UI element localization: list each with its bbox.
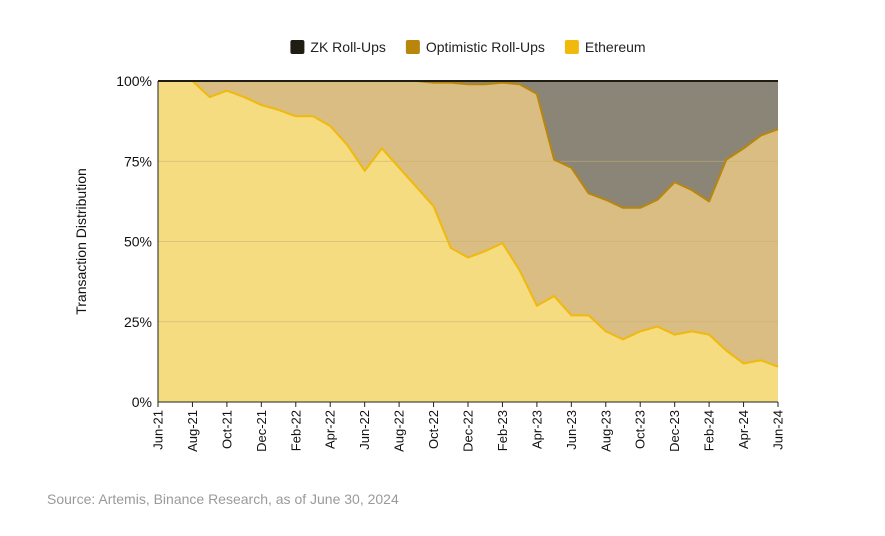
x-tick-label: Feb-24 — [702, 410, 717, 451]
y-tick-label: 25% — [124, 314, 152, 330]
y-tick-label: 100% — [116, 73, 152, 89]
x-tick-label: Aug-23 — [598, 410, 613, 452]
legend-swatch — [564, 40, 579, 54]
x-tick-label: Feb-22 — [288, 410, 303, 451]
x-tick-label: Jun-24 — [771, 410, 786, 450]
optimistic-roll-ups-area — [158, 81, 778, 367]
legend-label: ZK Roll-Ups — [310, 39, 385, 55]
x-tick-label: Jun-23 — [564, 410, 579, 450]
x-tick-label: Oct-21 — [219, 410, 234, 449]
x-tick-label: Apr-22 — [323, 410, 338, 449]
ethereum-line — [158, 80, 779, 368]
x-tick-label: Feb-23 — [495, 410, 510, 451]
x-tick-label: Dec-23 — [667, 410, 682, 452]
x-tick-label: Oct-22 — [426, 410, 441, 449]
y-tick-label: 0% — [132, 394, 152, 410]
x-tick-label: Apr-24 — [736, 410, 751, 449]
x-tick-label: Oct-23 — [633, 410, 648, 449]
gridlines — [158, 160, 778, 323]
legend-label: Ethereum — [585, 39, 646, 55]
legend-swatch — [290, 40, 305, 54]
y-tick-label: 50% — [124, 234, 152, 250]
axes: 0% 25% 50% 75% 100% Jun-21 Aug-21 Oct-21 Dec-21 F… — [73, 73, 786, 452]
y-axis-title: Transaction Distribution — [73, 168, 89, 315]
legend: ZK Roll-Ups Optimistic Roll-Ups Ethereum — [290, 39, 646, 55]
source-note: Source: Artemis, Binance Research, as of… — [47, 491, 399, 507]
x-tick-label: Aug-22 — [392, 410, 407, 452]
x-tick-label: Jun-22 — [357, 410, 372, 450]
legend-label: Optimistic Roll-Ups — [426, 39, 545, 55]
legend-swatch — [405, 40, 420, 54]
x-tick-label: Jun-21 — [151, 410, 166, 450]
x-tick-label: Apr-23 — [529, 410, 544, 449]
zk-roll-ups-area — [158, 81, 778, 208]
x-tick-label: Dec-22 — [461, 410, 476, 452]
y-tick-label: 75% — [124, 153, 152, 169]
x-tick-label: Aug-21 — [185, 410, 200, 452]
series-lines — [158, 80, 779, 368]
x-tick-label: Dec-21 — [254, 410, 269, 452]
